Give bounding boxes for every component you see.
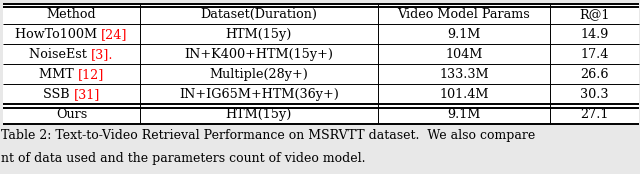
Text: 104M: 104M [445,48,483,61]
Text: 101.4M: 101.4M [439,88,489,101]
Text: [24]: [24] [101,28,128,41]
Text: 133.3M: 133.3M [439,68,489,81]
Text: nt of data used and the parameters count of video model.: nt of data used and the parameters count… [1,152,366,165]
Text: HTM(15y): HTM(15y) [226,28,292,41]
Text: 14.9: 14.9 [580,28,609,41]
Text: Table 2: Text-to-Video Retrieval Performance on MSRVTT dataset.  We also compare: Table 2: Text-to-Video Retrieval Perform… [1,129,536,142]
Text: SSB: SSB [43,88,74,101]
Text: 9.1M: 9.1M [447,108,481,121]
Text: MMT: MMT [39,68,77,81]
Text: HTM(15y): HTM(15y) [226,108,292,121]
Text: NoiseEst: NoiseEst [29,48,92,61]
Text: Dataset(Duration): Dataset(Duration) [200,8,317,21]
Text: 27.1: 27.1 [580,108,609,121]
Text: R@1: R@1 [579,8,609,21]
Text: [31]: [31] [74,88,100,101]
Text: HowTo100M: HowTo100M [15,28,101,41]
Bar [3,4,639,124]
Text: Method: Method [47,8,97,21]
Text: Video Model Params: Video Model Params [397,8,531,21]
Text: [12]: [12] [77,68,104,81]
Text: [3].: [3]. [92,48,114,61]
Text: 9.1M: 9.1M [447,28,481,41]
Text: Ours: Ours [56,108,87,121]
Text: 30.3: 30.3 [580,88,609,101]
Text: IN+IG65M+HTM(36y+): IN+IG65M+HTM(36y+) [179,88,339,101]
Text: 17.4: 17.4 [580,48,609,61]
Text: 26.6: 26.6 [580,68,609,81]
Text: Multiple(28y+): Multiple(28y+) [209,68,308,81]
Text: IN+K400+HTM(15y+): IN+K400+HTM(15y+) [184,48,333,61]
